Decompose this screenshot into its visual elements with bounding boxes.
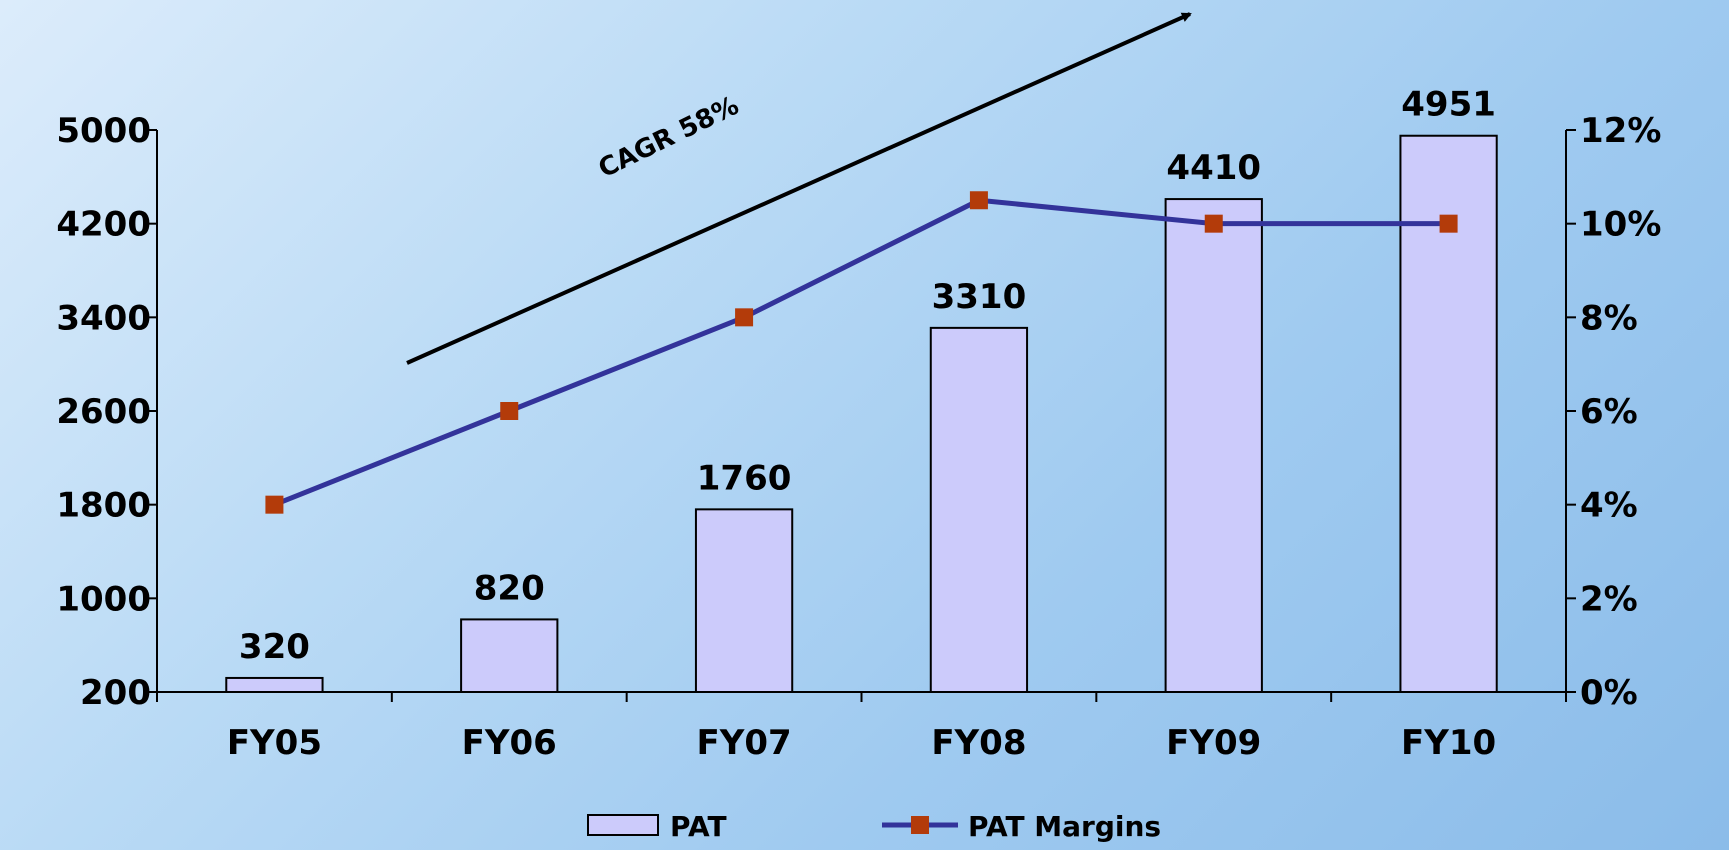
- y-left-tick-label: 5000: [56, 111, 151, 151]
- cagr-arrow: [406, 12, 1192, 365]
- y-left-tick-label: 4200: [56, 205, 151, 245]
- x-tick-label-fy05: FY05: [227, 723, 322, 763]
- legend: PAT PAT Margins: [587, 810, 1161, 843]
- y-right-tick-label: 4%: [1580, 486, 1638, 526]
- pat-bars: [225, 134, 1498, 694]
- x-tick-label-fy08: FY08: [931, 723, 1026, 763]
- data-label-fy07: 1760: [697, 458, 792, 498]
- data-label-fy06: 820: [474, 568, 545, 608]
- bar-fy08: [929, 326, 1029, 693]
- x-tick-label-fy07: FY07: [696, 723, 791, 763]
- y-left-tick-label: 1000: [56, 579, 151, 619]
- y-right-tick-label: 8%: [1580, 298, 1638, 338]
- legend-pat-swatch: [587, 814, 659, 836]
- y-left-tick-label: 3400: [56, 298, 151, 338]
- y-right-tick-label: 2%: [1580, 579, 1638, 619]
- pat-margins-point-fy05: [265, 495, 284, 514]
- y-left-tick-label: 2600: [56, 392, 151, 432]
- pat-margins-line: [273, 197, 1449, 507]
- legend-margins-marker: [911, 816, 929, 834]
- pat-margins-point-fy08: [969, 191, 988, 210]
- pat-margins-series: [265, 191, 1458, 514]
- data-label-fy10: 4951: [1401, 85, 1496, 125]
- legend-pat-label: PAT: [670, 810, 727, 843]
- cagr-annotation: CAGR 58%: [406, 12, 1192, 365]
- legend-margins-label: PAT Margins: [968, 810, 1161, 843]
- data-label-fy05: 320: [239, 627, 310, 667]
- y-right-tick-label: 10%: [1580, 205, 1661, 245]
- pat-margins-point-fy10: [1439, 214, 1458, 233]
- y-right-tick-label: 6%: [1580, 392, 1638, 432]
- x-tick-label-fy09: FY09: [1166, 723, 1261, 763]
- y-right-tick-label: 12%: [1580, 111, 1661, 151]
- data-label-fy09: 4410: [1166, 148, 1261, 188]
- bar-fy07: [694, 508, 794, 693]
- bar-fy05: [225, 676, 324, 694]
- bar-fy06: [460, 618, 559, 693]
- x-tick-label-fy10: FY10: [1401, 723, 1496, 763]
- bar-fy09: [1164, 198, 1263, 693]
- pat-data-labels: 320 820 1760 3310 4410 4951: [239, 85, 1496, 667]
- data-label-fy08: 3310: [932, 277, 1027, 317]
- cagr-label: CAGR 58%: [594, 91, 744, 185]
- pat-margins-point-fy07: [735, 308, 754, 327]
- pat-margins-point-fy09: [1204, 214, 1223, 233]
- y-left-tick-label: 200: [80, 673, 151, 713]
- axes: 200 1000 1800 2600 3400 4200 5000 0% 2% 4% 6% 8% 10%…: [56, 111, 1661, 763]
- pat-margins-point-fy06: [500, 402, 519, 420]
- x-tick-label-fy06: FY06: [462, 723, 557, 763]
- y-left-tick-label: 1800: [56, 486, 151, 526]
- y-right-tick-label: 0%: [1580, 673, 1638, 713]
